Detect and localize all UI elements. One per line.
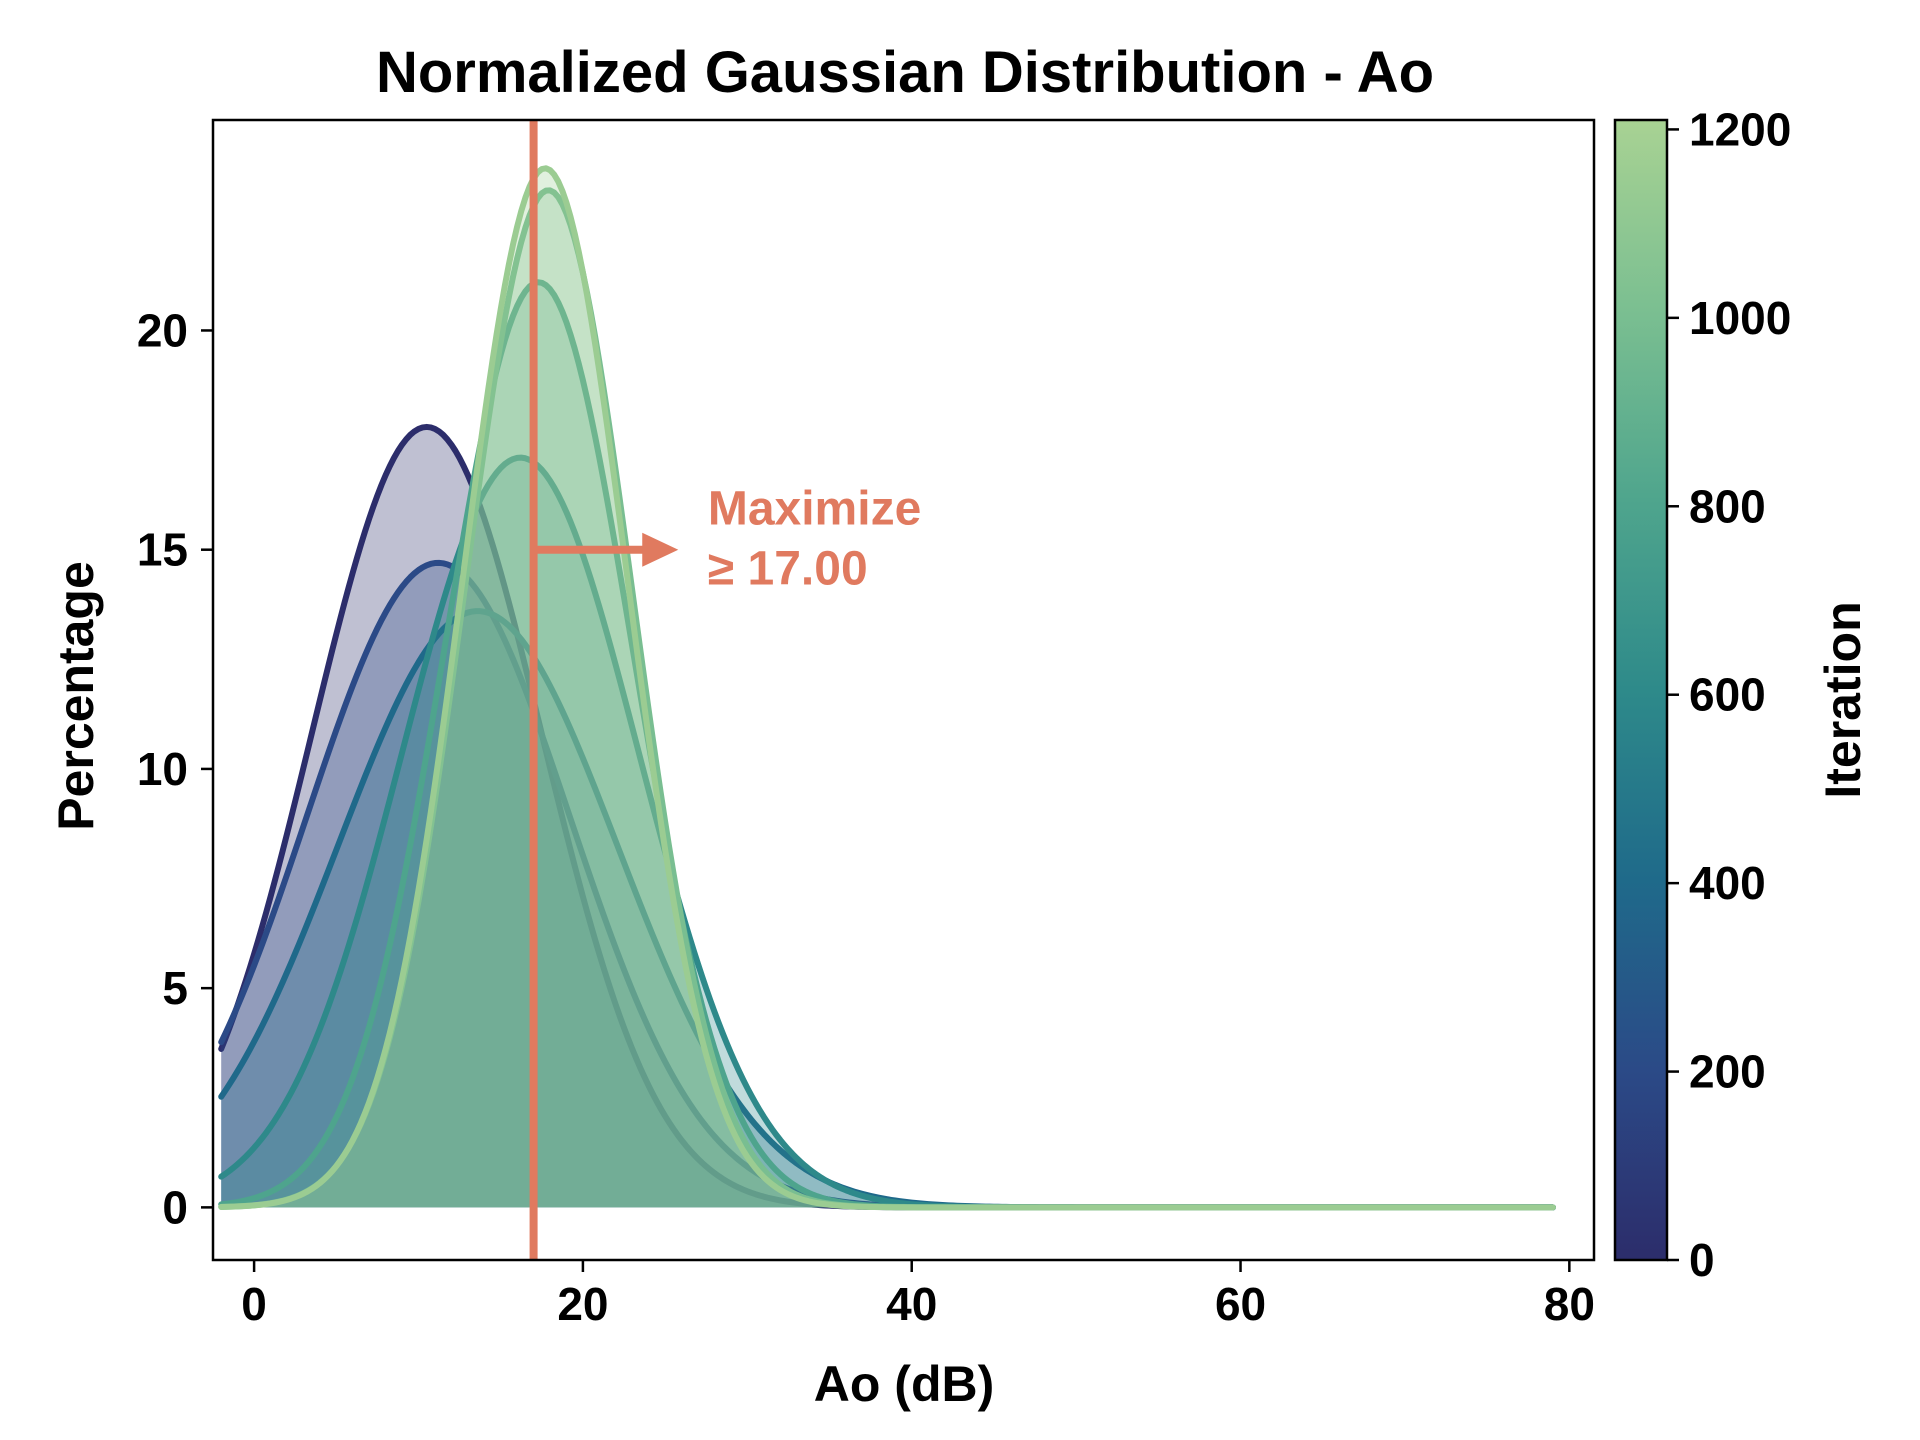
threshold-label-line2: ≥ 17.00: [708, 543, 868, 596]
x-tick-label: 20: [557, 1278, 608, 1330]
threshold-arrow-head: [642, 532, 679, 567]
series-area-200: [221, 562, 1553, 1208]
series-area-0: [221, 426, 1553, 1208]
x-axis: 0 20 40 60 80: [241, 1260, 1595, 1330]
threshold-label-line1: Maximize: [708, 483, 921, 536]
colorbar-tick-label: 1200: [1689, 103, 1791, 155]
y-tick-label: 5: [162, 962, 188, 1014]
y-tick-label: 20: [137, 304, 188, 356]
colorbar: 0 200 400 600 800 1000 1200: [1613, 103, 1791, 1286]
y-tick-label: 15: [137, 524, 188, 576]
x-tick-label: 60: [1215, 1278, 1266, 1330]
series-area-1150: [221, 168, 1553, 1208]
series-area-1000: [221, 190, 1553, 1208]
colorbar-tick-label: 600: [1689, 669, 1766, 721]
x-tick-label: 0: [241, 1278, 267, 1330]
y-axis: 0 5 10 15 20: [137, 304, 213, 1233]
colorbar-tick-label: 400: [1689, 857, 1766, 909]
colorbar-label: Iteration: [1815, 601, 1871, 798]
x-axis-label: Ao (dB): [814, 1356, 995, 1412]
series-area-600: [221, 457, 1553, 1208]
y-tick-label: 0: [162, 1181, 188, 1233]
y-tick-label: 10: [137, 743, 188, 795]
y-axis-label: Percentage: [48, 561, 104, 831]
series-area-400: [221, 611, 1553, 1208]
plot-frame: [211, 118, 1596, 1262]
x-tick-label: 80: [1544, 1278, 1595, 1330]
series-group: [218, 165, 1556, 1211]
series-area-800: [221, 282, 1553, 1208]
colorbar-tick-label: 200: [1689, 1046, 1766, 1098]
series-line-1150: [218, 165, 1556, 1211]
x-tick-label: 40: [886, 1278, 937, 1330]
colorbar-tick-label: 800: [1689, 480, 1766, 532]
colorbar-tick-label: 0: [1689, 1234, 1715, 1286]
colorbar-tick-label: 1000: [1689, 292, 1791, 344]
plot-area: Maximize ≥ 17.00: [211, 118, 1596, 1262]
chart-title: Normalized Gaussian Distribution - Ao: [376, 40, 1434, 105]
colorbar-gradient: [1613, 118, 1669, 1262]
